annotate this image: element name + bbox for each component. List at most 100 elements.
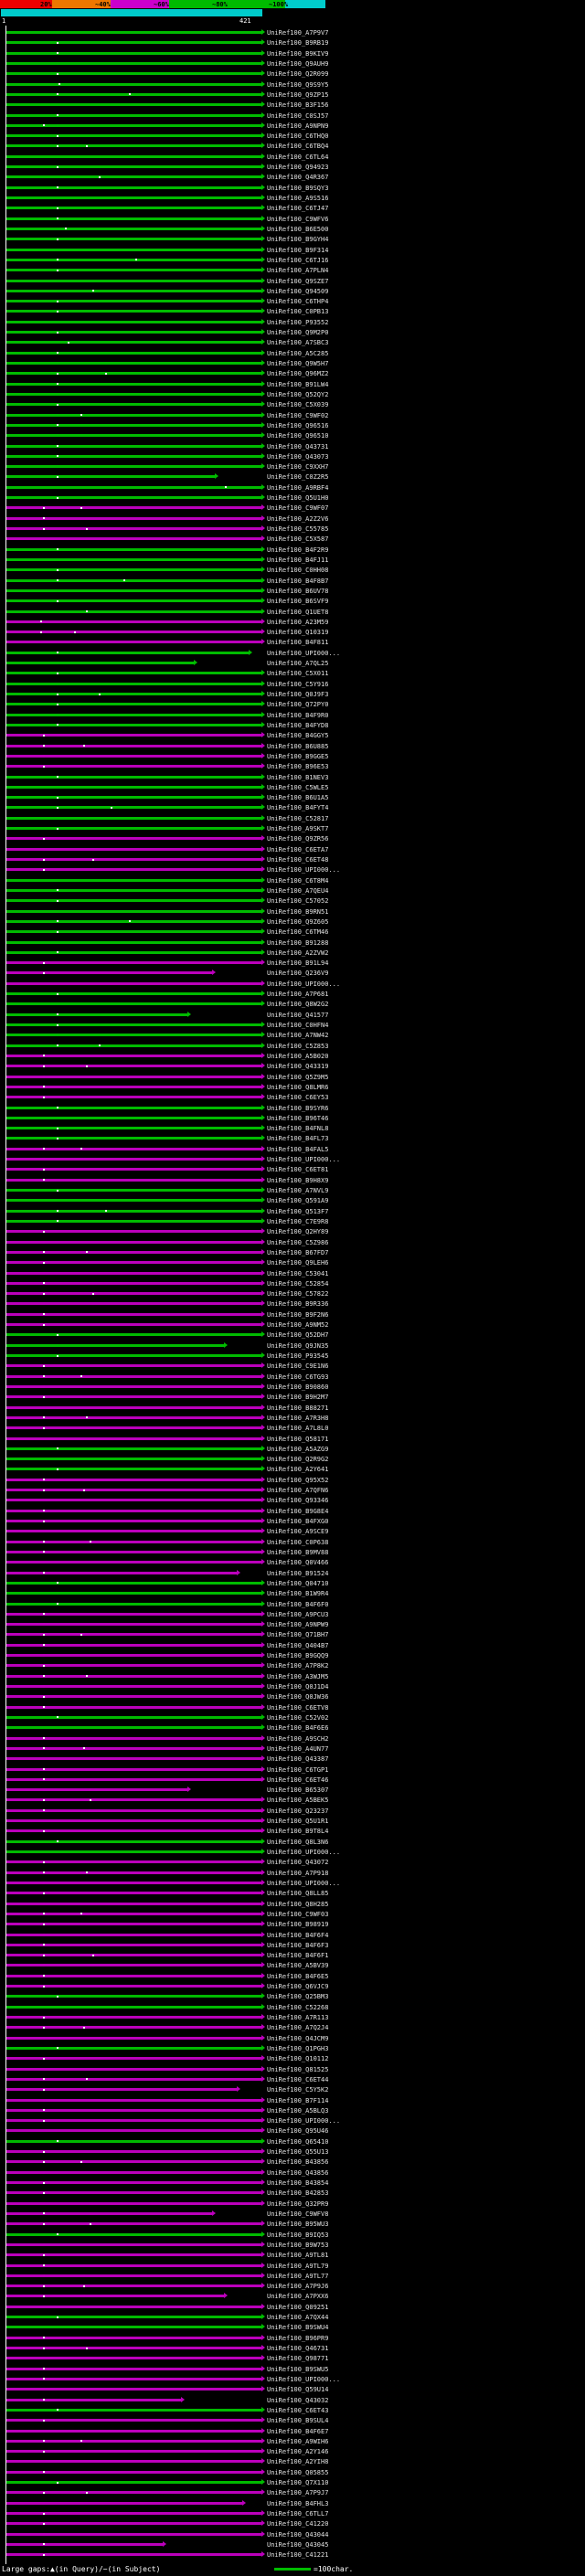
alignment-bar[interactable] xyxy=(6,51,262,55)
alignment-row[interactable]: UniRef100_C7E9R8 xyxy=(0,1216,585,1226)
alignment-row[interactable]: UniRef100_Q55U13 xyxy=(0,2147,585,2157)
alignment-row[interactable]: UniRef100_B91288 xyxy=(0,938,585,948)
alignment-row[interactable]: UniRef100_A2ZVW2 xyxy=(0,948,585,958)
hit-label[interactable]: UniRef100_B9GGE5 xyxy=(267,752,329,760)
alignment-row[interactable]: UniRef100_A7P918 xyxy=(0,1868,585,1878)
hit-label[interactable]: UniRef100_C6ETV8 xyxy=(267,1703,329,1712)
alignment-bar[interactable] xyxy=(6,2088,237,2092)
alignment-bar[interactable] xyxy=(6,1757,262,1761)
hit-label[interactable]: UniRef100_A7Q2J4 xyxy=(267,2024,329,2032)
alignment-row[interactable]: UniRef100_B6E500 xyxy=(0,224,585,234)
hit-label[interactable]: UniRef100_B6SVF9 xyxy=(267,598,329,606)
alignment-bar[interactable] xyxy=(6,1168,262,1171)
alignment-bar[interactable] xyxy=(6,1436,262,1440)
hit-label[interactable]: UniRef100_C57822 xyxy=(267,1290,329,1299)
alignment-bar[interactable] xyxy=(6,1127,262,1130)
hit-label[interactable]: UniRef100_B9SUL4 xyxy=(267,2417,329,2425)
alignment-row[interactable]: UniRef100_Q96510 xyxy=(0,430,585,440)
hit-label[interactable]: UniRef100_Q94923 xyxy=(267,164,329,172)
hit-label[interactable]: UniRef100_C6TJ47 xyxy=(267,205,329,213)
hit-label[interactable]: UniRef100_A9TL77 xyxy=(267,2272,329,2280)
alignment-row[interactable]: UniRef100_C5WLE5 xyxy=(0,782,585,792)
hit-label[interactable]: UniRef100_Q9JN35 xyxy=(267,1341,329,1350)
hit-label[interactable]: UniRef100_B91524 xyxy=(267,1569,329,1577)
alignment-row[interactable]: UniRef100_Q9LEH6 xyxy=(0,1257,585,1267)
alignment-bar[interactable] xyxy=(6,2316,262,2319)
alignment-row[interactable]: UniRef100_C5X011 xyxy=(0,668,585,678)
alignment-bar[interactable] xyxy=(6,1147,262,1150)
hit-label[interactable]: UniRef100_C55785 xyxy=(267,525,329,533)
alignment-bar[interactable] xyxy=(6,2129,262,2133)
alignment-bar[interactable] xyxy=(6,537,262,541)
alignment-row[interactable]: UniRef100_Q513F7 xyxy=(0,1206,585,1216)
alignment-row[interactable]: UniRef100_A7QFN6 xyxy=(0,1485,585,1495)
hit-label[interactable]: UniRef100_B43854 xyxy=(267,2179,329,2187)
alignment-row[interactable]: UniRef100_C52268 xyxy=(0,2002,585,2012)
hit-label[interactable]: UniRef100_Q513F7 xyxy=(267,1207,329,1215)
alignment-bar[interactable] xyxy=(6,888,262,892)
alignment-bar[interactable] xyxy=(6,1374,262,1378)
alignment-row[interactable]: UniRef100_A7P8K2 xyxy=(0,1660,585,1670)
alignment-bar[interactable] xyxy=(6,1892,262,1895)
alignment-bar[interactable] xyxy=(6,1819,262,1823)
alignment-row[interactable]: UniRef100_C6THP4 xyxy=(0,296,585,306)
alignment-row[interactable]: UniRef100_A5B020 xyxy=(0,1051,585,1061)
hit-label[interactable]: UniRef100_C5WLE5 xyxy=(267,783,329,791)
alignment-bar[interactable] xyxy=(6,2108,262,2112)
alignment-row[interactable]: UniRef100_C41220 xyxy=(0,2518,585,2528)
alignment-row[interactable]: UniRef100_B1NEV3 xyxy=(0,772,585,782)
alignment-row[interactable]: UniRef100_Q43072 xyxy=(0,1857,585,1867)
hit-label[interactable]: UniRef100_Q71BH7 xyxy=(267,1631,329,1639)
hit-label[interactable]: UniRef100_A7P8K2 xyxy=(267,1662,329,1670)
alignment-row[interactable]: UniRef100_Q93346 xyxy=(0,1495,585,1505)
alignment-bar[interactable] xyxy=(6,1829,262,1833)
alignment-row[interactable]: UniRef100_A7P9J7 xyxy=(0,2487,585,2497)
alignment-bar[interactable] xyxy=(6,1447,262,1450)
alignment-bar[interactable] xyxy=(6,1933,262,1936)
alignment-row[interactable]: UniRef100_Q5U1R1 xyxy=(0,1816,585,1826)
hit-label[interactable]: UniRef100_Q7X110 xyxy=(267,2479,329,2487)
alignment-row[interactable]: UniRef100_Q5Z9M5 xyxy=(0,1072,585,1082)
alignment-bar[interactable] xyxy=(6,154,262,158)
hit-label[interactable]: UniRef100_Q8W2G2 xyxy=(267,1001,329,1009)
alignment-row[interactable]: UniRef100_C9WFV8 xyxy=(0,2209,585,2219)
hit-label[interactable]: UniRef100_A5C285 xyxy=(267,349,329,357)
alignment-row[interactable]: UniRef100_B4FJ11 xyxy=(0,555,585,565)
hit-label[interactable]: UniRef100_B9G8E4 xyxy=(267,1507,329,1515)
alignment-row[interactable]: UniRef100_C6T8M4 xyxy=(0,875,585,885)
alignment-row[interactable]: UniRef100_A7PXX6 xyxy=(0,2291,585,2301)
alignment-row[interactable]: UniRef100_Q95U46 xyxy=(0,2125,585,2136)
hit-label[interactable]: UniRef100_C5Y5K2 xyxy=(267,2086,329,2094)
alignment-row[interactable]: UniRef100_A7PLN4 xyxy=(0,265,585,275)
alignment-row[interactable]: UniRef100_Q9SZE7 xyxy=(0,276,585,286)
hit-label[interactable]: UniRef100_A5BEK5 xyxy=(267,1797,329,1805)
alignment-bar[interactable] xyxy=(6,1219,262,1223)
alignment-bar[interactable] xyxy=(6,2295,225,2298)
alignment-row[interactable]: UniRef100_B4GGY5 xyxy=(0,730,585,740)
alignment-bar[interactable] xyxy=(6,207,262,210)
alignment-bar[interactable] xyxy=(6,2429,262,2433)
alignment-bar[interactable] xyxy=(6,1881,262,1884)
alignment-bar[interactable] xyxy=(6,1974,262,1977)
alignment-bar[interactable] xyxy=(6,878,262,882)
hit-label[interactable]: UniRef100_B96PR9 xyxy=(267,2334,329,2342)
alignment-row[interactable]: UniRef100_A7QX44 xyxy=(0,2312,585,2322)
alignment-row[interactable]: UniRef100_Q04710 xyxy=(0,1578,585,1588)
alignment-row[interactable]: UniRef100_B4FYD8 xyxy=(0,720,585,730)
alignment-row[interactable]: UniRef100_B96T46 xyxy=(0,1113,585,1123)
hit-label[interactable]: UniRef100_B4GGY5 xyxy=(267,732,329,740)
alignment-bar[interactable] xyxy=(6,1612,262,1616)
alignment-bar[interactable] xyxy=(6,1954,262,1957)
hit-label[interactable]: UniRef100_B6E500 xyxy=(267,225,329,233)
hit-label[interactable]: UniRef100_A7P9J6 xyxy=(267,2283,329,2291)
alignment-bar[interactable] xyxy=(6,506,262,510)
hit-label[interactable]: UniRef100_Q4JCM9 xyxy=(267,2034,329,2042)
hit-label[interactable]: UniRef100_B4F9R0 xyxy=(267,711,329,719)
hit-label[interactable]: UniRef100_B9IQ53 xyxy=(267,2231,329,2239)
hit-label[interactable]: UniRef100_B4FYD8 xyxy=(267,721,329,729)
hit-label[interactable]: UniRef100_B1NEV3 xyxy=(267,773,329,781)
alignment-bar[interactable] xyxy=(6,1985,262,1988)
hit-label[interactable]: UniRef100_C5Y916 xyxy=(267,680,329,688)
alignment-row[interactable]: UniRef100_A9TL77 xyxy=(0,2271,585,2281)
alignment-row[interactable]: UniRef100_Q8LL85 xyxy=(0,1888,585,1898)
